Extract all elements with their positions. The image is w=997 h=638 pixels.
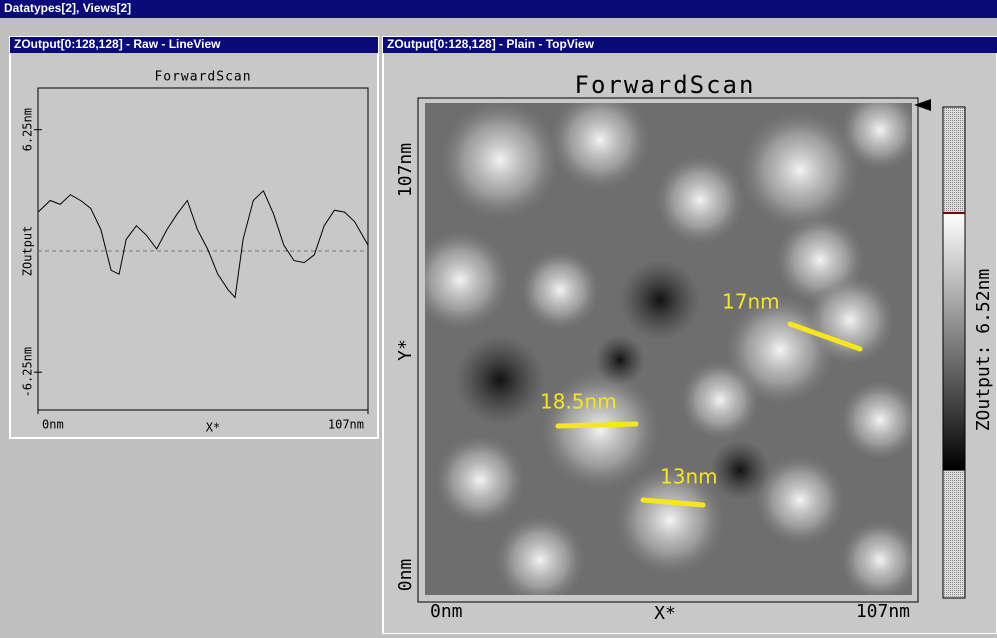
title-bar: [0, 0, 997, 18]
chart-title: ForwardScan: [154, 70, 251, 85]
afm-image: [410, 90, 920, 605]
panel-title: ZOutput[0:128,128] - Plain - TopView: [387, 37, 595, 51]
colorbar-label: ZOutput: 6.52nm: [973, 269, 994, 432]
app-window: Datatypes[2], Views[2] ZOutput[0:128,128…: [0, 0, 997, 634]
plot-title: ForwardScan: [575, 71, 756, 99]
colorbar-bottom: [943, 470, 965, 598]
y-tick-label: 107nm: [395, 143, 416, 197]
annotation: 18.5nm: [540, 390, 617, 414]
window-title: Datatypes[2], Views[2]: [4, 1, 131, 15]
panel-title: ZOutput[0:128,128] - Raw - LineView: [14, 37, 221, 51]
x-axis-label: X*: [206, 421, 220, 435]
x-tick-label: 107nm: [856, 601, 910, 622]
x-tick-label: 0nm: [42, 418, 64, 432]
line-view-panel: [10, 37, 378, 438]
x-axis-label: X*: [654, 603, 676, 624]
colorbar-top: [943, 107, 965, 213]
colorbar: [943, 213, 965, 470]
y-tick-label: -6.25nm: [21, 347, 35, 398]
y-axis-label: Y*: [395, 339, 416, 361]
x-tick-label: 107nm: [328, 418, 364, 432]
y-tick-label: 0nm: [395, 559, 416, 592]
y-tick-label: 6.25nm: [21, 108, 35, 151]
annotation: 17nm: [722, 290, 780, 314]
y-axis-label: ZOutput: [21, 226, 35, 277]
annotation: 13nm: [660, 465, 718, 489]
x-tick-label: 0nm: [430, 601, 463, 622]
